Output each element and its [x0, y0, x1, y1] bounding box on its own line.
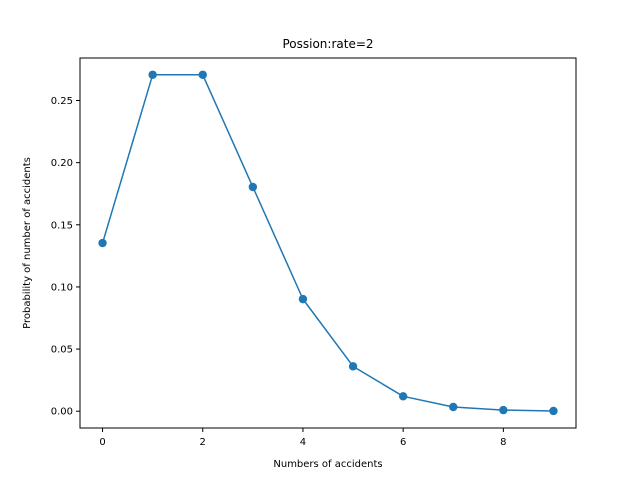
y-tick-label: 0.10: [51, 282, 73, 293]
data-point: [98, 238, 107, 248]
plot-layer: [98, 70, 558, 416]
data-point: [449, 402, 458, 412]
y-axis-ticks: 0.00 0.05 0.10 0.15 0.20 0.25: [51, 96, 80, 418]
x-tick-label: 0: [99, 437, 105, 448]
y-tick-label: 0.15: [51, 220, 73, 231]
data-point: [348, 362, 358, 371]
data-point: [298, 294, 308, 304]
chart-title: Possion:rate=2: [282, 37, 373, 51]
x-tick-label: 4: [300, 437, 306, 448]
x-tick-label: 8: [500, 437, 506, 448]
x-tick-label: 6: [400, 437, 406, 448]
y-tick-label: 0.05: [51, 345, 73, 356]
y-tick-label: 0.25: [51, 96, 73, 107]
data-point: [248, 182, 258, 192]
x-axis-ticks: 0 2 4 6 8: [99, 428, 507, 448]
series-line: [101, 74, 554, 412]
axes-frame: [79, 57, 577, 429]
x-axis-label: Numbers of accidents: [273, 459, 382, 470]
data-point: [198, 70, 207, 79]
y-tick-label: 0.20: [51, 158, 73, 169]
x-tick-label: 2: [200, 437, 206, 448]
data-point: [499, 405, 508, 415]
data-point: [148, 70, 157, 79]
y-tick-label: 0.00: [51, 407, 73, 418]
y-axis-label: Probability of number of accidents: [22, 157, 33, 329]
data-point: [398, 392, 408, 401]
data-point: [549, 406, 558, 416]
